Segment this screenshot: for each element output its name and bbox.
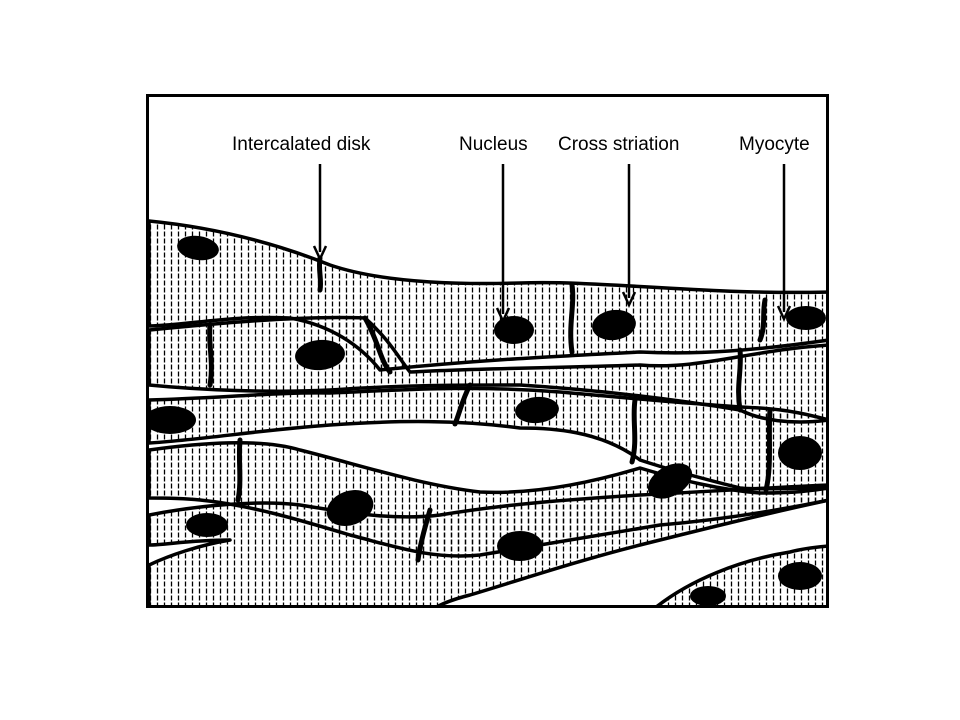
label-nucleus: Nucleus — [459, 134, 528, 155]
pointer-cross-striation-head — [621, 291, 637, 308]
muscle-tissue-drawing — [149, 164, 826, 605]
diagram-frame — [146, 94, 829, 608]
muscle-fibers — [149, 219, 826, 605]
intercalated-disks — [207, 255, 773, 563]
nuclei — [149, 235, 826, 605]
label-pointers — [312, 164, 792, 324]
label-myocyte: Myocyte — [739, 134, 810, 155]
myocyte-fiber-bottom — [149, 483, 826, 605]
pointer-myocyte-head — [776, 305, 792, 322]
label-cross-striation: Cross striation — [558, 134, 680, 155]
label-intercalated-disk: Intercalated disk — [232, 134, 371, 155]
pointer-nucleus-head — [495, 307, 511, 324]
pointer-intercalated-disk-head — [312, 245, 328, 262]
